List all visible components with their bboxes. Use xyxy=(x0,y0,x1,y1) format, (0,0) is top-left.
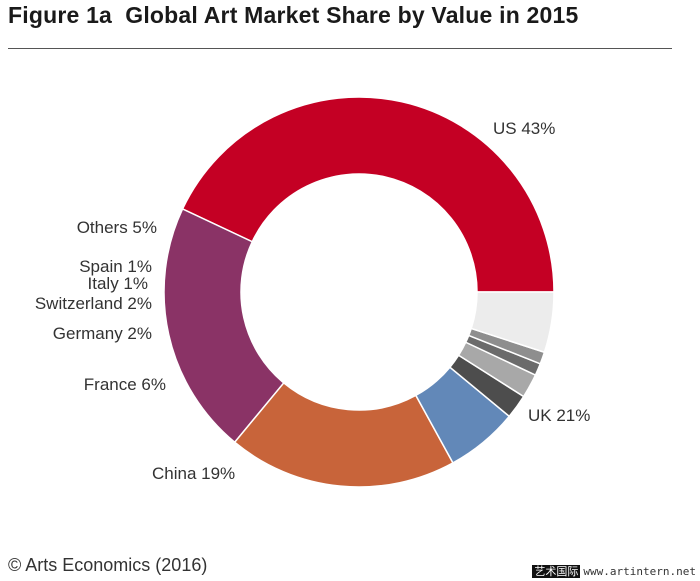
label-spain: Spain 1% xyxy=(79,257,152,276)
label-china: China 19% xyxy=(152,464,235,483)
label-germany: Germany 2% xyxy=(53,324,152,343)
watermark-cn: 艺术国际 xyxy=(532,565,581,578)
label-switzerland: Switzerland 2% xyxy=(35,294,152,313)
slice-china xyxy=(233,381,454,488)
label-france: France 6% xyxy=(84,375,166,394)
slice-others xyxy=(470,291,555,354)
watermark-url: www.artintern.net xyxy=(583,565,696,578)
slice-uk xyxy=(163,207,285,444)
slice-us xyxy=(181,96,555,293)
watermark: 艺术国际 www.artintern.net xyxy=(532,563,696,579)
label-others: Others 5% xyxy=(77,218,157,237)
chart-title: Figure 1a Global Art Market Share by Val… xyxy=(8,2,579,28)
label-us: US 43% xyxy=(493,119,555,138)
source-credit: © Arts Economics (2016) xyxy=(8,555,208,575)
title-divider xyxy=(8,48,672,49)
label-uk: UK 21% xyxy=(528,406,590,425)
label-italy: Italy 1% xyxy=(88,274,148,293)
